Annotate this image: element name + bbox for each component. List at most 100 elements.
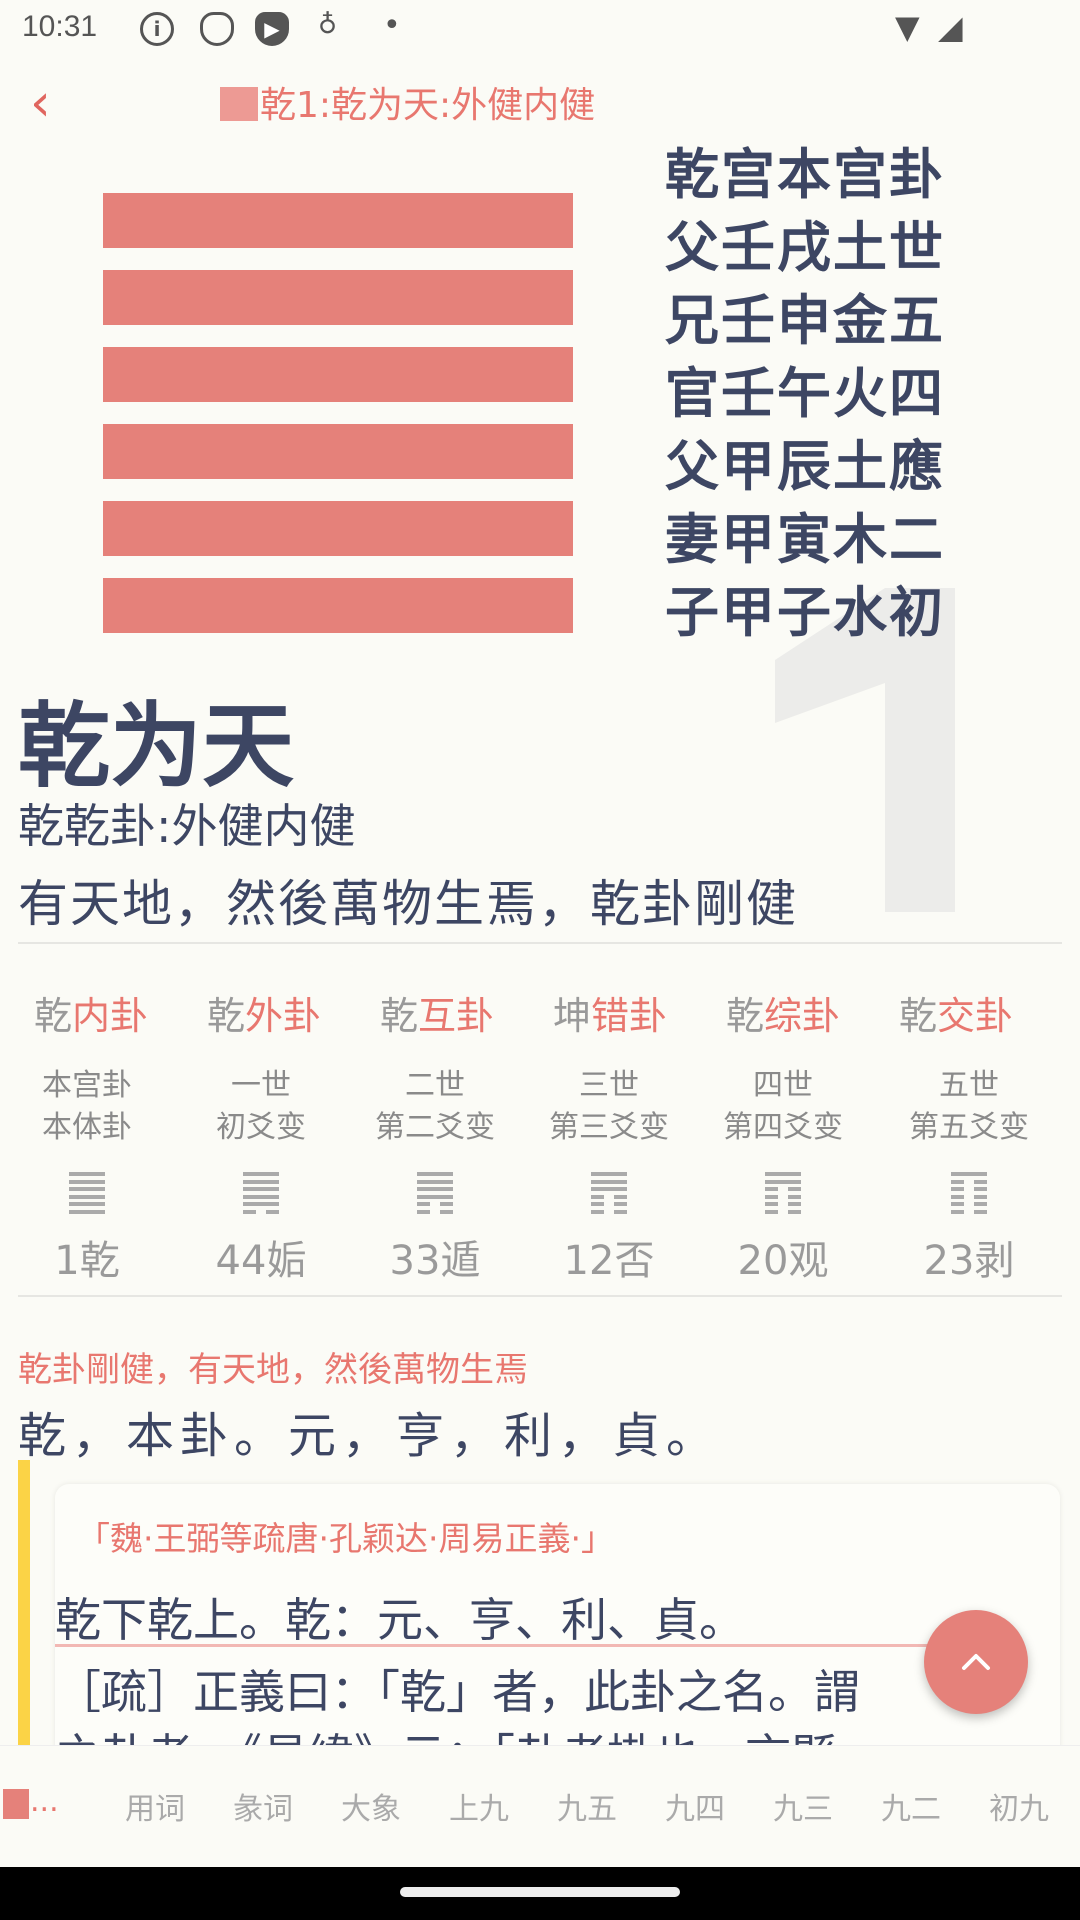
yao-label: 官壬午火四 [665,362,945,425]
tab-item[interactable]: 大象 [341,1792,401,1827]
divider [18,1295,1062,1297]
relation-link[interactable]: 乾综卦 [726,985,840,1040]
tab-item[interactable]: ... [30,1784,59,1819]
relation-gua: 乾 [34,994,73,1038]
change-label: 三世 第三爻变 [522,1065,696,1149]
change-label: 四世 第四爻变 [696,1065,870,1149]
underline [55,1644,995,1647]
wifi-icon: ▼ [895,8,920,46]
tab-item[interactable]: 九四 [665,1792,725,1827]
change-hexagram-link[interactable]: 33遁 [389,1238,481,1284]
info-icon: i [140,12,174,46]
change-description: 第四爻变 [723,1110,843,1145]
relation-type: 交卦 [937,994,1014,1038]
change-generation: 本宫卦 [42,1068,132,1103]
chevron-up-icon [962,1654,990,1670]
hexagram-icon [220,87,258,121]
bottom-tab-bar: ... 用词 彖词 大象 上九 九五 九四 九三 九二 初九 [0,1745,1080,1867]
gua-name: 乾为天 [18,693,295,800]
section-heading: 乾卦剛健，有天地，然後萬物生焉 [18,1350,528,1390]
commentary-card: 「魏·王弼等疏唐·孔颖达·周易正義·」 乾下乾上。乾：元、亨、利、貞。 ［疏］正… [55,1484,1060,1784]
yao-label: 妻甲寅木二 [665,508,945,571]
change-description: 第二爻变 [375,1110,495,1145]
hexagram-line-yang [103,347,573,402]
commentary-source: 「魏·王弼等疏唐·孔颖达·周易正義·」 [77,1519,614,1558]
hexagram-line-yang [103,193,573,248]
relation-type: 内卦 [72,994,149,1038]
hexagram-icon [3,1789,29,1819]
back-button[interactable]: ‹ [30,73,51,133]
change-generation: 二世 [405,1068,465,1103]
scroll-top-button[interactable] [924,1610,1028,1714]
change-label: 本宫卦 本体卦 [0,1065,174,1149]
relation-gua: 乾 [899,994,938,1038]
change-hexagram-link[interactable]: 23剥 [923,1238,1015,1284]
shield-icon [200,12,234,46]
yao-label: 父壬戌土世 [665,216,945,279]
tab-item[interactable]: 上九 [449,1792,509,1827]
tab-item[interactable]: 九三 [773,1792,833,1827]
change-label: 一世 初爻变 [174,1065,348,1149]
relation-link[interactable]: 乾交卦 [899,985,1013,1040]
tab-item[interactable]: 初九 [989,1792,1049,1827]
status-time: 10:31 [22,10,98,43]
tab-item[interactable]: 九二 [881,1792,941,1827]
hexagram-mini-icon[interactable] [591,1172,627,1214]
yao-label: 乾宫本宫卦 [665,143,945,206]
page-title: 乾1:乾为天:外健内健 [220,76,595,128]
relation-type: 错卦 [591,994,668,1038]
relation-type: 外卦 [245,994,322,1038]
change-hexagram-link[interactable]: 44姤 [215,1238,307,1284]
change-hexagram-link[interactable]: 20观 [737,1238,829,1284]
relation-gua: 坤 [553,994,592,1038]
change-description: 初爻变 [216,1110,306,1145]
relation-gua: 乾 [726,994,765,1038]
tab-item[interactable]: 用词 [125,1792,185,1827]
tab-item[interactable]: 九五 [557,1792,617,1827]
hexagram-mini-icon[interactable] [951,1172,987,1214]
hexagram-line-yang [103,270,573,325]
relation-type: 综卦 [764,994,841,1038]
relation-gua: 乾 [207,994,246,1038]
change-description: 本体卦 [42,1110,132,1145]
watermark-digit-shape [775,588,955,912]
change-generation: 四世 [753,1068,813,1103]
relation-gua: 乾 [380,994,419,1038]
hexagram-mini-icon[interactable] [417,1172,453,1214]
relation-link[interactable]: 乾互卦 [380,985,494,1040]
dot-icon: • [383,8,401,43]
title-text: 乾1:乾为天:外健内健 [260,85,596,126]
hexagram-line-yang [103,578,573,633]
change-label: 五世 第五爻变 [882,1065,1056,1149]
change-hexagram-link[interactable]: 12否 [563,1238,655,1284]
hexagram-line-yang [103,501,573,556]
commentary-line: 乾下乾上。乾：元、亨、利、貞。 [55,1593,745,1647]
tab-item[interactable]: 彖词 [233,1792,293,1827]
change-label: 二世 第二爻变 [348,1065,522,1149]
hexagram-mini-icon[interactable] [243,1172,279,1214]
relation-link[interactable]: 坤错卦 [553,985,667,1040]
change-description: 第三爻变 [549,1110,669,1145]
change-description: 第五爻变 [909,1110,1029,1145]
play-shield-icon: ▶ [255,12,289,46]
quote-bar [18,1460,30,1745]
hexagram-number-watermark [775,588,955,912]
hexagram-mini-icon[interactable] [69,1172,105,1214]
change-generation: 三世 [579,1068,639,1103]
change-hexagram-link[interactable]: 1乾 [54,1238,120,1284]
yao-label: 父甲辰土應 [665,435,945,498]
yao-label: 子甲子水初 [665,581,945,644]
divider [18,942,1062,944]
home-indicator[interactable] [400,1887,680,1897]
yao-label: 兄壬申金五 [665,289,945,352]
notification-icon: ♁ [318,10,338,40]
hexagram-mini-icon[interactable] [765,1172,801,1214]
gua-subtitle: 乾乾卦:外健内健 [18,799,356,853]
navigation-bar [0,1867,1080,1920]
commentary-line: ［疏］正義曰：「乾」者，此卦之名。謂 [55,1665,860,1719]
gua-text: 乾，本卦。元，亨，利，貞。 [18,1408,721,1464]
relation-link[interactable]: 乾内卦 [34,985,148,1040]
relation-link[interactable]: 乾外卦 [207,985,321,1040]
change-generation: 五世 [939,1068,999,1103]
status-bar: 10:31 i ▶ ♁ • ▼ ◢ [0,0,1080,60]
